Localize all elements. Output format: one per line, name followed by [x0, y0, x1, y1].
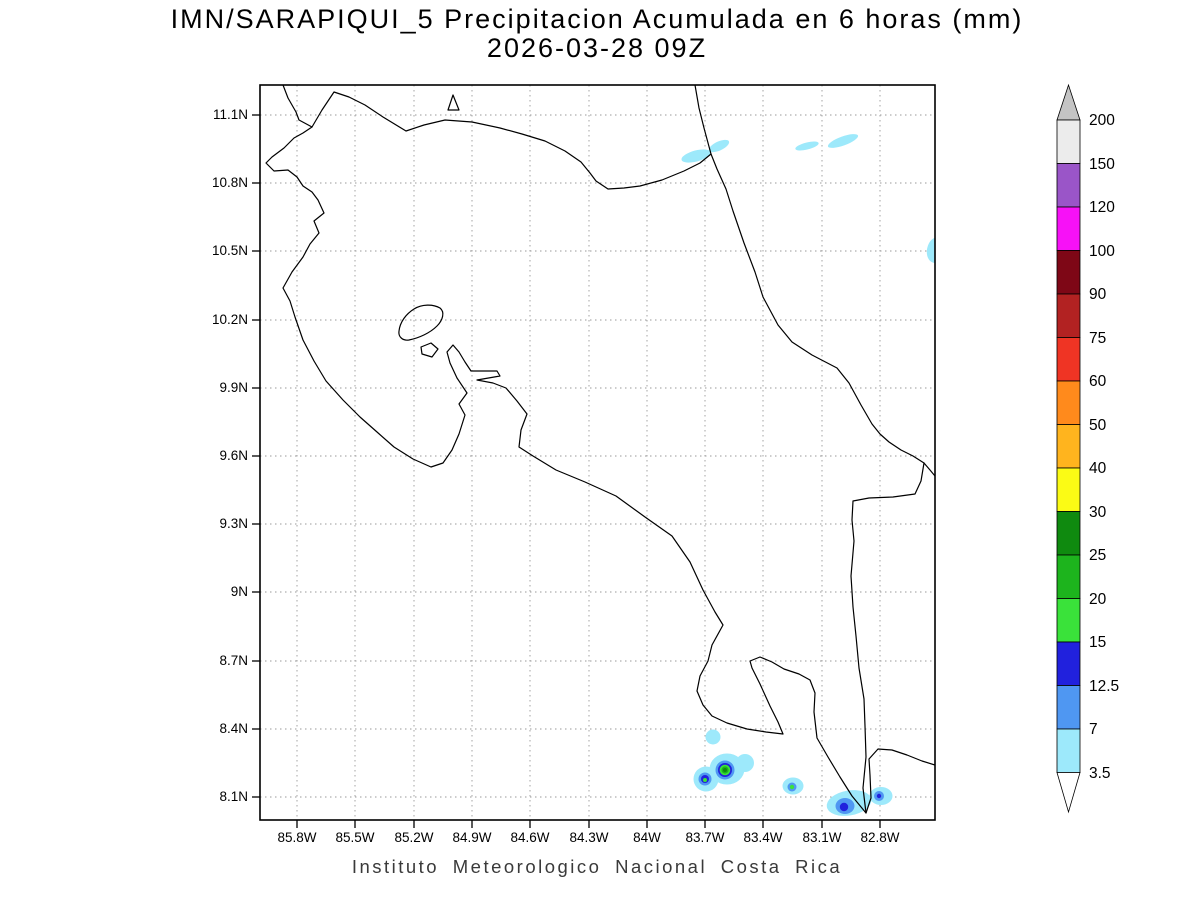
- caption: Instituto Meteorologico Nacional Costa R…: [352, 856, 842, 877]
- colorbar-arrow-bottom: [1056, 772, 1081, 814]
- lat-label: 8.4N: [219, 721, 248, 736]
- longitude-axis: 85.8W 85.5W 85.2W 84.9W 84.6W 84.3W 84W …: [277, 830, 899, 845]
- colorbar-segment: [1056, 554, 1081, 599]
- precip-south-base-4: [705, 729, 721, 745]
- colorbar-segment: [1056, 728, 1081, 773]
- colorbar-label: 100: [1089, 243, 1115, 260]
- latitude-axis: 11.1N 10.8N 10.5N 10.2N 9.9N 9.6N 9.3N 9…: [212, 107, 248, 804]
- colorbar-segment: [1056, 467, 1081, 512]
- lat-label: 11.1N: [213, 107, 248, 122]
- page-title: IMN/SARAPIQUI_5 Precipitacion Acumulada …: [171, 4, 1024, 34]
- axis-ticks: [252, 114, 881, 828]
- colorbar-label: 25: [1089, 547, 1106, 564]
- colorbar-label: 60: [1089, 373, 1107, 390]
- precip-streak-north-2: [708, 139, 730, 153]
- colorbar-segment: [1056, 641, 1081, 686]
- lon-label: 83.7W: [685, 830, 724, 845]
- lat-label: 9N: [231, 584, 248, 599]
- precip-streak-north-1: [681, 149, 711, 163]
- lon-label: 83.1W: [802, 830, 841, 845]
- lon-label: 85.8W: [277, 830, 316, 845]
- colorbar-label: 120: [1089, 199, 1115, 216]
- precip-core-a-15: [703, 778, 707, 782]
- colorbar-segment: [1056, 293, 1081, 338]
- lat-label: 9.6N: [219, 448, 248, 463]
- coastline-pacific: [265, 85, 935, 814]
- colorbar-label: 15: [1089, 634, 1106, 651]
- precip-streak-northeast-1: [795, 141, 819, 151]
- precip-patch-east-edge: [926, 237, 935, 263]
- lon-label: 84.3W: [569, 830, 608, 845]
- precip-core-c-15: [789, 784, 795, 790]
- border-panama: [850, 462, 925, 814]
- precip-core-d-12: [839, 802, 849, 812]
- title-datetime: 2026-03-28 09Z: [487, 33, 707, 63]
- colorbar-segment: [1056, 206, 1081, 251]
- island-outline: [420, 342, 439, 358]
- lon-label: 84.6W: [510, 830, 549, 845]
- lat-label: 9.9N: [219, 380, 248, 395]
- colorbar-label: 50: [1089, 417, 1107, 434]
- colorbar-segment: [1056, 598, 1081, 643]
- colorbar-segment: [1056, 163, 1081, 208]
- colorbar-segment: [1056, 119, 1081, 164]
- colorbar-label: 20: [1089, 591, 1107, 608]
- precip-core-b-25: [723, 768, 727, 772]
- lon-label: 84W: [633, 830, 661, 845]
- precip-shading: [681, 134, 935, 816]
- colorbar-segment: [1056, 337, 1081, 382]
- lat-label: 10.5N: [212, 243, 248, 258]
- lat-label: 10.2N: [212, 312, 248, 327]
- colorbar-label: 7: [1089, 721, 1098, 738]
- lon-label: 82.8W: [860, 830, 899, 845]
- lon-label: 85.5W: [335, 830, 374, 845]
- lat-label: 10.8N: [212, 175, 248, 190]
- precip-south-base-3: [736, 754, 754, 772]
- lat-label: 8.1N: [219, 789, 248, 804]
- islet-triangle-icon: [447, 94, 460, 111]
- colorbar-arrow-top: [1056, 83, 1081, 121]
- colorbar-label: 75: [1089, 330, 1106, 347]
- colorbar-labels: 200 150 120 100 90 75 60 50 40 30 25 20 …: [1089, 112, 1119, 782]
- precip-core-e-12: [876, 793, 882, 799]
- colorbar-label: 90: [1089, 286, 1107, 303]
- colorbar-label: 3.5: [1089, 765, 1111, 782]
- lon-label: 83.4W: [743, 830, 782, 845]
- colorbar-label: 12.5: [1089, 678, 1119, 695]
- estuary-outline: [398, 304, 444, 341]
- colorbar: [1056, 83, 1081, 814]
- colorbar-segment: [1056, 511, 1081, 556]
- lon-label: 84.9W: [452, 830, 491, 845]
- lat-label: 9.3N: [219, 516, 248, 531]
- colorbar-label: 40: [1089, 460, 1107, 477]
- colorbar-segment: [1056, 380, 1081, 425]
- lat-label: 8.7N: [219, 653, 248, 668]
- coastline-caribbean: [694, 85, 935, 477]
- colorbar-label: 150: [1089, 156, 1115, 173]
- border-nicaragua: [311, 91, 712, 190]
- colorbar-segment: [1056, 250, 1081, 295]
- map-frame: [259, 84, 936, 821]
- precip-streak-northeast-2: [827, 134, 859, 148]
- colorbar-label: 200: [1089, 112, 1115, 129]
- lon-label: 85.2W: [394, 830, 433, 845]
- coastline-group: [265, 85, 935, 814]
- latitude-gridlines: [260, 114, 935, 798]
- longitude-gridlines: [296, 85, 881, 820]
- colorbar-label: 30: [1089, 504, 1107, 521]
- colorbar-segment: [1056, 685, 1081, 730]
- colorbar-segment: [1056, 424, 1081, 469]
